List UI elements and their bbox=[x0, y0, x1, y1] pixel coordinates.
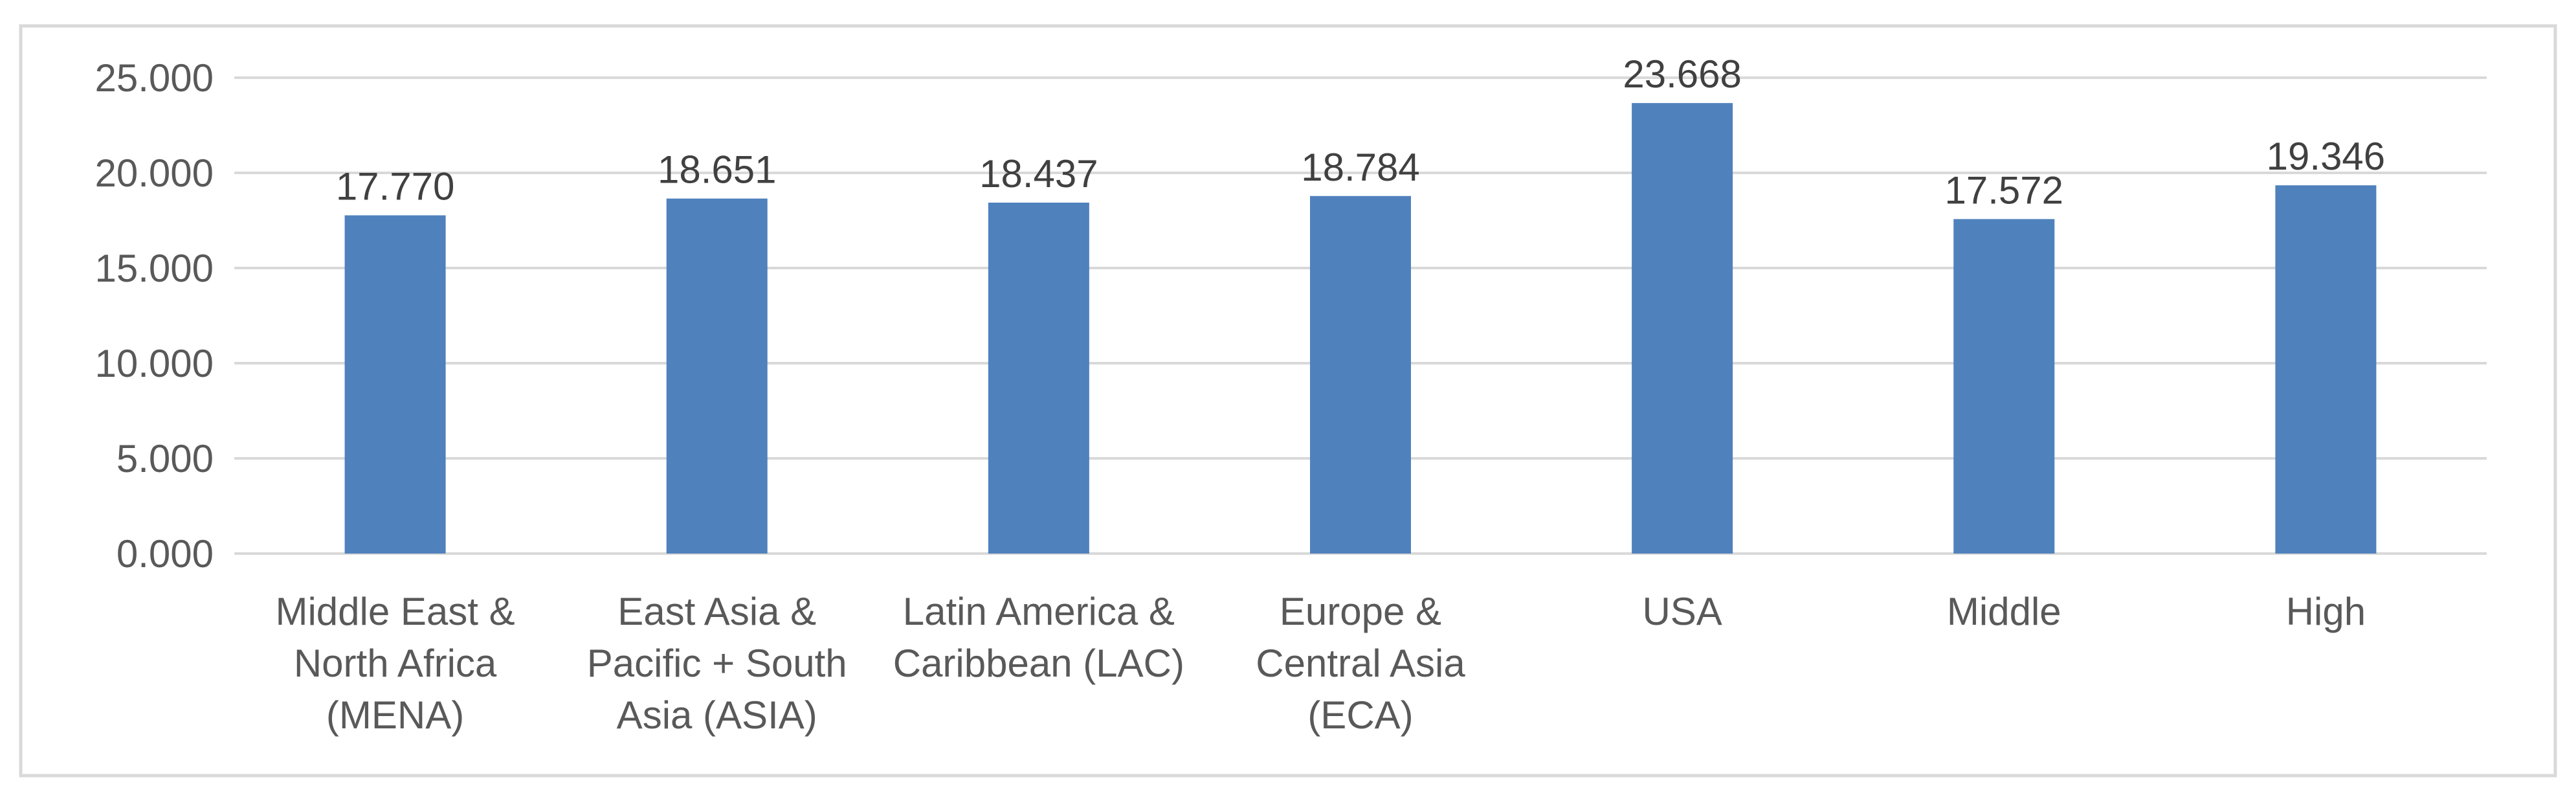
category-label: Latin America & Caribbean (LAC) bbox=[893, 590, 1184, 685]
category-label-line: Central Asia bbox=[1256, 642, 1465, 685]
bar-5 bbox=[1953, 219, 2055, 554]
category-label-line: Middle bbox=[1947, 590, 2061, 633]
x-axis-category-labels: Middle East & North Africa (MENA) East Asia… bbox=[275, 590, 2366, 737]
category-label-line: Caribbean (LAC) bbox=[893, 642, 1184, 685]
bar-2 bbox=[988, 202, 1089, 554]
bar-1 bbox=[666, 198, 768, 554]
category-label-line: East Asia & bbox=[617, 590, 816, 633]
y-tick-label: 20.000 bbox=[94, 152, 214, 195]
data-label: 19.346 bbox=[2267, 135, 2386, 178]
category-label-line: (ECA) bbox=[1307, 693, 1413, 737]
bar-4 bbox=[1632, 103, 1733, 554]
data-label: 17.572 bbox=[1945, 168, 2064, 212]
category-label-line: North Africa bbox=[294, 642, 497, 685]
y-tick-label: 0.000 bbox=[117, 532, 214, 576]
category-label-line: (MENA) bbox=[326, 693, 464, 737]
y-tick-label: 15.000 bbox=[94, 247, 214, 290]
category-label: East Asia & Pacific + South Asia (ASIA) bbox=[587, 590, 847, 737]
category-label-line: USA bbox=[1642, 590, 1722, 633]
category-label: Europe & Central Asia (ECA) bbox=[1256, 590, 1465, 737]
data-label: 23.668 bbox=[1623, 52, 1742, 96]
category-label: Middle bbox=[1947, 590, 2061, 633]
category-label-line: Middle East & bbox=[275, 590, 515, 633]
category-label: High bbox=[2286, 590, 2366, 633]
category-label: USA bbox=[1642, 590, 1722, 633]
category-label-line: Europe & bbox=[1280, 590, 1441, 633]
y-axis-tick-labels: 0.000 5.000 10.000 15.000 20.000 25.000 bbox=[94, 56, 214, 576]
category-label: Middle East & North Africa (MENA) bbox=[275, 590, 515, 737]
data-labels: 17.770 18.651 18.437 18.784 23.668 17.572 19.3… bbox=[336, 52, 2385, 212]
category-label-line: Asia (ASIA) bbox=[617, 693, 817, 737]
data-label: 18.437 bbox=[979, 152, 1098, 196]
data-label: 18.651 bbox=[658, 148, 777, 192]
category-label-line: High bbox=[2286, 590, 2366, 633]
category-label-line: Latin America & bbox=[903, 590, 1175, 633]
y-tick-label: 5.000 bbox=[117, 437, 214, 480]
data-label: 17.770 bbox=[336, 165, 455, 208]
y-tick-label: 25.000 bbox=[94, 56, 214, 100]
data-label: 18.784 bbox=[1301, 146, 1420, 189]
bar-3 bbox=[1310, 196, 1411, 554]
y-tick-label: 10.000 bbox=[94, 342, 214, 385]
bar-6 bbox=[2275, 185, 2377, 554]
gridlines bbox=[234, 76, 2487, 555]
bars bbox=[344, 103, 2377, 554]
bar-0 bbox=[344, 215, 446, 554]
category-label-line: Pacific + South bbox=[587, 642, 847, 685]
